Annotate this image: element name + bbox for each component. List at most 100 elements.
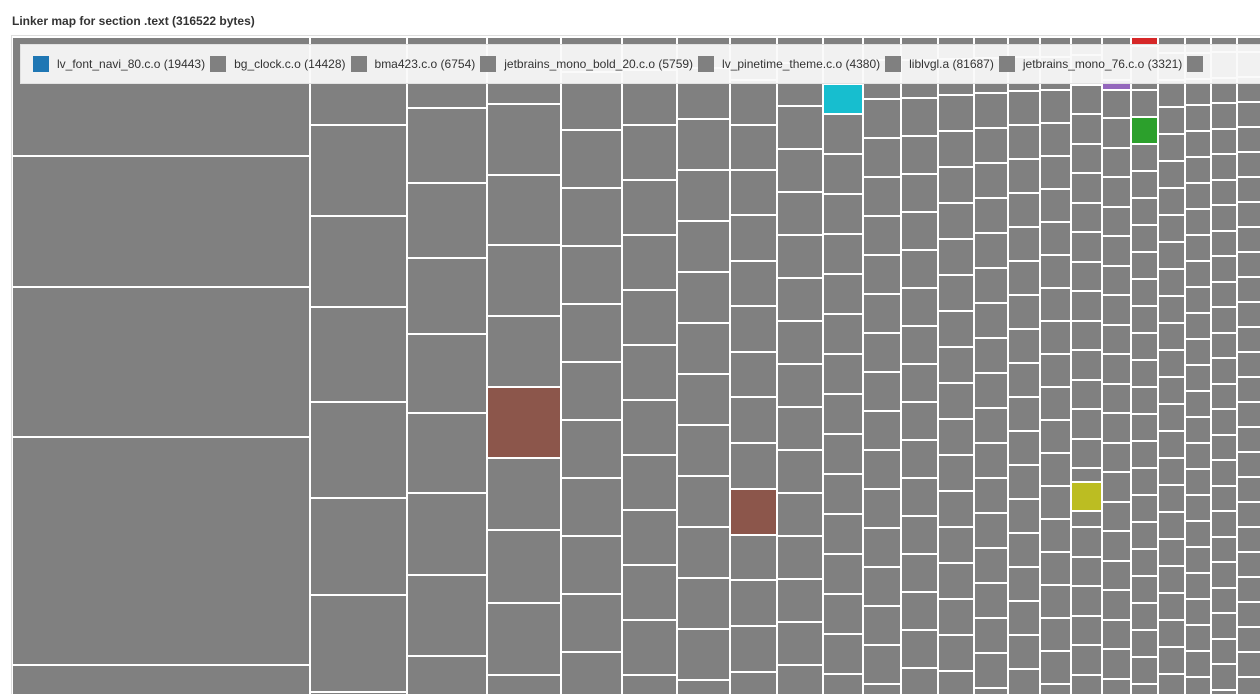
treemap-cell[interactable] bbox=[1186, 314, 1210, 338]
treemap-cell[interactable] bbox=[408, 259, 486, 333]
treemap-cell[interactable] bbox=[902, 441, 937, 477]
treemap-cell[interactable] bbox=[488, 105, 560, 174]
treemap-cell[interactable] bbox=[975, 304, 1007, 337]
treemap-cell[interactable] bbox=[1212, 181, 1236, 204]
treemap-cell[interactable] bbox=[902, 99, 937, 135]
treemap-cell[interactable] bbox=[1132, 388, 1157, 413]
treemap-cell[interactable] bbox=[1186, 652, 1210, 676]
treemap-cell[interactable] bbox=[731, 581, 776, 625]
treemap-cell[interactable] bbox=[1238, 503, 1260, 526]
treemap-cell[interactable] bbox=[678, 426, 729, 475]
treemap-cell[interactable] bbox=[488, 246, 560, 315]
treemap-cell[interactable] bbox=[1159, 675, 1184, 694]
treemap-cell[interactable] bbox=[1103, 119, 1130, 147]
treemap-cell[interactable] bbox=[1186, 600, 1210, 624]
legend-item[interactable]: bma423.c.o (6754) bbox=[350, 56, 475, 72]
treemap-cell[interactable] bbox=[1103, 680, 1130, 694]
treemap-cell[interactable] bbox=[1159, 189, 1184, 214]
treemap-cell[interactable] bbox=[1212, 104, 1236, 128]
treemap-cell[interactable] bbox=[1009, 364, 1039, 396]
treemap-cell[interactable] bbox=[1009, 296, 1039, 328]
treemap-cell[interactable] bbox=[1186, 184, 1210, 208]
treemap-cell[interactable] bbox=[902, 403, 937, 439]
treemap-cell[interactable] bbox=[1132, 523, 1157, 548]
treemap-cell[interactable] bbox=[1159, 405, 1184, 430]
treemap-cell[interactable] bbox=[1186, 392, 1210, 416]
treemap-cell[interactable] bbox=[562, 305, 621, 361]
treemap-cell[interactable] bbox=[1132, 496, 1157, 521]
treemap-cell[interactable] bbox=[1238, 278, 1260, 301]
treemap-cell[interactable] bbox=[1072, 381, 1101, 408]
treemap-cell[interactable] bbox=[311, 217, 406, 306]
treemap-cell[interactable] bbox=[408, 184, 486, 257]
treemap-cell[interactable] bbox=[1072, 351, 1101, 379]
treemap-cell[interactable] bbox=[1009, 92, 1039, 124]
legend-item[interactable]: lv_pinetime_theme.c.o (4380) bbox=[698, 56, 880, 72]
treemap-cell[interactable] bbox=[1159, 108, 1184, 133]
treemap-cell[interactable] bbox=[623, 511, 676, 564]
treemap-cell[interactable] bbox=[975, 129, 1007, 162]
treemap-cell[interactable] bbox=[623, 181, 676, 234]
treemap-cell[interactable] bbox=[1186, 548, 1210, 572]
treemap-cell[interactable] bbox=[864, 646, 900, 683]
treemap-cell[interactable] bbox=[1072, 676, 1101, 694]
treemap-cell[interactable] bbox=[864, 529, 900, 566]
treemap-cell[interactable] bbox=[864, 256, 900, 293]
treemap-cell[interactable] bbox=[778, 365, 822, 406]
treemap-cell[interactable] bbox=[902, 669, 937, 694]
treemap-cell[interactable] bbox=[678, 171, 729, 220]
treemap-cell[interactable] bbox=[1159, 351, 1184, 376]
treemap-cell[interactable] bbox=[1132, 577, 1157, 602]
treemap-cell[interactable] bbox=[824, 675, 862, 694]
treemap-cell[interactable] bbox=[1159, 162, 1184, 187]
treemap-cell[interactable] bbox=[731, 627, 776, 671]
treemap-cell[interactable] bbox=[1041, 652, 1070, 683]
treemap-cell[interactable] bbox=[1132, 442, 1157, 467]
treemap-cell[interactable] bbox=[1103, 414, 1130, 442]
treemap-cell[interactable] bbox=[1103, 621, 1130, 648]
treemap-cell[interactable] bbox=[824, 355, 862, 393]
treemap-cell[interactable] bbox=[1103, 208, 1130, 235]
treemap-cell[interactable] bbox=[13, 666, 309, 694]
treemap-cell[interactable] bbox=[1132, 469, 1157, 494]
treemap-cell[interactable] bbox=[408, 335, 486, 412]
treemap-cell[interactable] bbox=[864, 490, 900, 527]
treemap-cell[interactable] bbox=[902, 137, 937, 173]
treemap-cell[interactable] bbox=[731, 81, 776, 124]
treemap-cell[interactable] bbox=[1103, 355, 1130, 383]
treemap-cell[interactable] bbox=[1132, 38, 1157, 45]
treemap-cell[interactable] bbox=[1238, 378, 1260, 401]
treemap-cell[interactable] bbox=[562, 363, 621, 419]
treemap-cell[interactable] bbox=[778, 408, 822, 449]
treemap-cell[interactable] bbox=[1103, 444, 1130, 471]
treemap-cell[interactable] bbox=[1103, 178, 1130, 206]
treemap-cell[interactable] bbox=[1238, 578, 1260, 601]
treemap-cell[interactable] bbox=[1186, 80, 1210, 104]
treemap-cell[interactable] bbox=[562, 189, 621, 245]
treemap-cell[interactable] bbox=[902, 555, 937, 591]
treemap-cell[interactable] bbox=[1238, 228, 1260, 251]
treemap-cell[interactable] bbox=[1238, 328, 1260, 351]
treemap-cell[interactable] bbox=[778, 451, 822, 492]
treemap-cell[interactable] bbox=[408, 414, 486, 492]
treemap-cell[interactable] bbox=[939, 564, 973, 598]
treemap-cell[interactable] bbox=[939, 96, 973, 130]
treemap-cell[interactable] bbox=[562, 537, 621, 593]
treemap-cell[interactable] bbox=[824, 275, 862, 313]
treemap-cell[interactable] bbox=[1009, 432, 1039, 464]
treemap-cell[interactable] bbox=[864, 100, 900, 137]
treemap-cell[interactable] bbox=[1132, 415, 1157, 440]
legend-item[interactable]: liblvgl.a (81687) bbox=[885, 56, 994, 72]
treemap-cell[interactable] bbox=[731, 126, 776, 169]
treemap-cell[interactable] bbox=[864, 568, 900, 605]
treemap-cell[interactable] bbox=[975, 689, 1007, 694]
treemap-cell[interactable] bbox=[1103, 385, 1130, 412]
treemap-cell[interactable] bbox=[1103, 562, 1130, 589]
treemap-cell[interactable] bbox=[1072, 292, 1101, 320]
treemap-cell[interactable] bbox=[623, 621, 676, 674]
treemap-cell[interactable] bbox=[1212, 665, 1236, 689]
treemap-cell[interactable] bbox=[1212, 385, 1236, 408]
treemap-cell[interactable] bbox=[1132, 361, 1157, 386]
treemap-cell[interactable] bbox=[902, 175, 937, 211]
treemap-cell[interactable] bbox=[731, 444, 776, 488]
